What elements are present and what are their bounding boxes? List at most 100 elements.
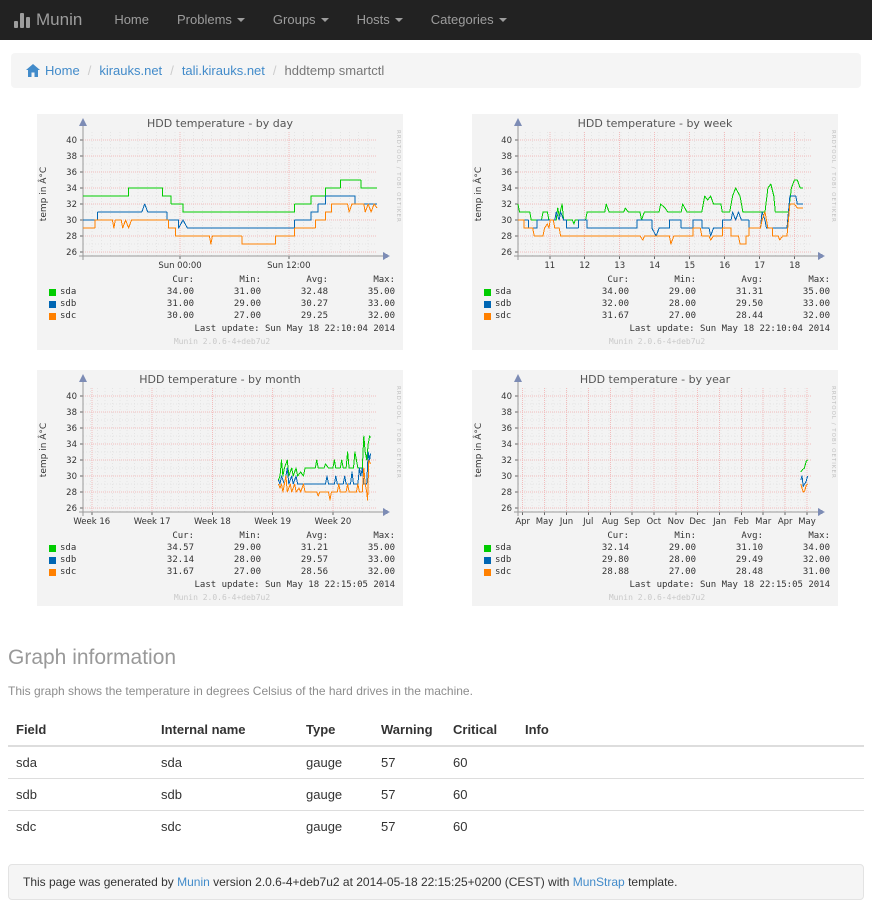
legend-header: Cur: — [562, 274, 629, 286]
legend-swatch-icon — [484, 569, 491, 576]
svg-text:13: 13 — [614, 261, 625, 271]
svg-text:HDD temperature - by month: HDD temperature - by month — [139, 373, 301, 386]
cell-warning: 57 — [373, 811, 445, 843]
graph-card-by-week[interactable]: 11121314151617182628303234363840HDD temp… — [472, 114, 838, 350]
page: Munin Home Problems Groups Hosts Categor… — [0, 0, 872, 900]
legend-cur: 34.00 — [562, 286, 629, 298]
nav-item-categories[interactable]: Categories — [417, 0, 521, 40]
nav-item-hosts[interactable]: Hosts — [343, 0, 417, 40]
legend-swatch-icon — [484, 557, 491, 564]
svg-text:40: 40 — [501, 392, 512, 402]
munstrap-footer-link[interactable]: MunStrap — [573, 875, 625, 889]
legend-avg: 29.49 — [696, 554, 763, 566]
breadcrumb-label: tali.kirauks.net — [182, 63, 265, 78]
home-icon — [26, 64, 40, 77]
legend-row-sdb: sdb32.0028.0029.5033.00 — [484, 298, 830, 310]
munin-footer-link[interactable]: Munin — [177, 875, 210, 889]
legend-min: 28.00 — [629, 298, 696, 310]
svg-text:RRDTOOL / TOBI OETIKER: RRDTOOL / TOBI OETIKER — [395, 130, 401, 223]
graph-card-by-month[interactable]: Week 16Week 17Week 18Week 19Week 2026283… — [37, 370, 403, 606]
munin-version-watermark: Munin 2.0.6-4+deb7u2 — [49, 592, 395, 604]
graph-card-by-year[interactable]: AprMayJunJulAugSepOctNovDecJanFebMarAprM… — [472, 370, 838, 606]
svg-text:30: 30 — [501, 216, 512, 226]
legend-row-sda: sda34.0031.0032.4835.00 — [49, 286, 395, 298]
legend-cur: 29.80 — [562, 554, 629, 566]
cell-warning: 57 — [373, 746, 445, 779]
breadcrumb-home-link[interactable]: Home — [26, 63, 80, 78]
cell-field: sdc — [8, 811, 153, 843]
legend-swatch-icon — [49, 301, 56, 308]
fields-table: Field Internal name Type Warning Critica… — [8, 714, 864, 842]
svg-text:28: 28 — [66, 232, 77, 242]
legend-series-name: sdb — [484, 298, 562, 310]
legend-header-row: Cur:Min:Avg:Max: — [49, 530, 395, 542]
legend-max: 33.00 — [328, 554, 395, 566]
legend-min: 29.00 — [629, 542, 696, 554]
legend-min: 28.00 — [629, 554, 696, 566]
legend-series-name: sda — [49, 286, 127, 298]
cell-internal: sdc — [153, 811, 298, 843]
svg-text:RRDTOOL / TOBI OETIKER: RRDTOOL / TOBI OETIKER — [830, 130, 836, 223]
svg-text:30: 30 — [501, 472, 512, 482]
svg-text:18: 18 — [789, 261, 800, 271]
svg-text:Dec: Dec — [689, 517, 706, 527]
legend-row-sdc: sdc31.6727.0028.4432.00 — [484, 310, 830, 322]
svg-text:34: 34 — [501, 440, 512, 450]
legend-avg: 31.21 — [261, 542, 328, 554]
legend-row-sdc: sdc31.6727.0028.5632.00 — [49, 566, 395, 578]
chevron-down-icon — [237, 18, 245, 22]
graph-legend: Cur:Min:Avg:Max:sda32.1429.0031.1034.00s… — [472, 528, 838, 606]
legend-swatch-icon — [484, 313, 491, 320]
munin-brand-link[interactable]: Munin — [14, 10, 82, 30]
svg-text:HDD temperature - by week: HDD temperature - by week — [578, 117, 733, 130]
nav-label: Problems — [177, 0, 232, 40]
nav-item-home[interactable]: Home — [100, 0, 163, 40]
nav-label: Home — [114, 0, 149, 40]
legend-min: 28.00 — [194, 554, 261, 566]
graph-image: 11121314151617182628303234363840HDD temp… — [472, 114, 838, 272]
svg-text:32: 32 — [66, 456, 77, 466]
graph-legend: Cur:Min:Avg:Max:sda34.0029.0031.3135.00s… — [472, 272, 838, 350]
munin-version-watermark: Munin 2.0.6-4+deb7u2 — [49, 336, 395, 348]
footer-text: template. — [625, 875, 678, 889]
legend-row-sda: sda34.5729.0031.2135.00 — [49, 542, 395, 554]
legend-row-sdb: sdb32.1428.0029.5733.00 — [49, 554, 395, 566]
breadcrumb-label: kirauks.net — [99, 63, 162, 78]
svg-text:38: 38 — [66, 152, 77, 162]
svg-text:Nov: Nov — [668, 517, 685, 527]
breadcrumb-separator: / — [265, 63, 285, 78]
breadcrumb-group-link[interactable]: kirauks.net — [99, 63, 162, 78]
cell-field: sdb — [8, 779, 153, 811]
nav-label: Groups — [273, 0, 316, 40]
svg-text:Jun: Jun — [559, 517, 573, 527]
svg-text:36: 36 — [501, 424, 512, 434]
cell-info — [517, 811, 864, 843]
svg-text:12: 12 — [579, 261, 590, 271]
graph-legend: Cur:Min:Avg:Max:sda34.0031.0032.4835.00s… — [37, 272, 403, 350]
legend-row-sda: sda34.0029.0031.3135.00 — [484, 286, 830, 298]
legend-min: 29.00 — [194, 542, 261, 554]
nav-item-problems[interactable]: Problems — [163, 0, 259, 40]
navbar: Munin Home Problems Groups Hosts Categor… — [0, 0, 872, 40]
breadcrumb-host-link[interactable]: tali.kirauks.net — [182, 63, 265, 78]
svg-text:40: 40 — [501, 136, 512, 146]
svg-text:RRDTOOL / TOBI OETIKER: RRDTOOL / TOBI OETIKER — [395, 386, 401, 479]
munin-version-watermark: Munin 2.0.6-4+deb7u2 — [484, 336, 830, 348]
svg-text:36: 36 — [66, 424, 77, 434]
legend-header-row: Cur:Min:Avg:Max: — [484, 530, 830, 542]
graph-card-by-day[interactable]: Sun 00:00Sun 12:002628303234363840HDD te… — [37, 114, 403, 350]
col-header-warning: Warning — [373, 714, 445, 746]
svg-text:26: 26 — [501, 504, 512, 514]
legend-header: Avg: — [261, 530, 328, 542]
footer-text: version 2.0.6-4+deb7u2 at 2014-05-18 22:… — [210, 875, 573, 889]
legend-avg: 32.48 — [261, 286, 328, 298]
nav-item-groups[interactable]: Groups — [259, 0, 343, 40]
svg-text:Feb: Feb — [734, 517, 749, 527]
legend-header: Min: — [194, 274, 261, 286]
legend-header: Avg: — [261, 274, 328, 286]
legend-swatch-icon — [49, 557, 56, 564]
legend-swatch-icon — [49, 313, 56, 320]
legend-avg: 28.44 — [696, 310, 763, 322]
table-header-row: Field Internal name Type Warning Critica… — [8, 714, 864, 746]
legend-series-name: sdc — [484, 310, 562, 322]
